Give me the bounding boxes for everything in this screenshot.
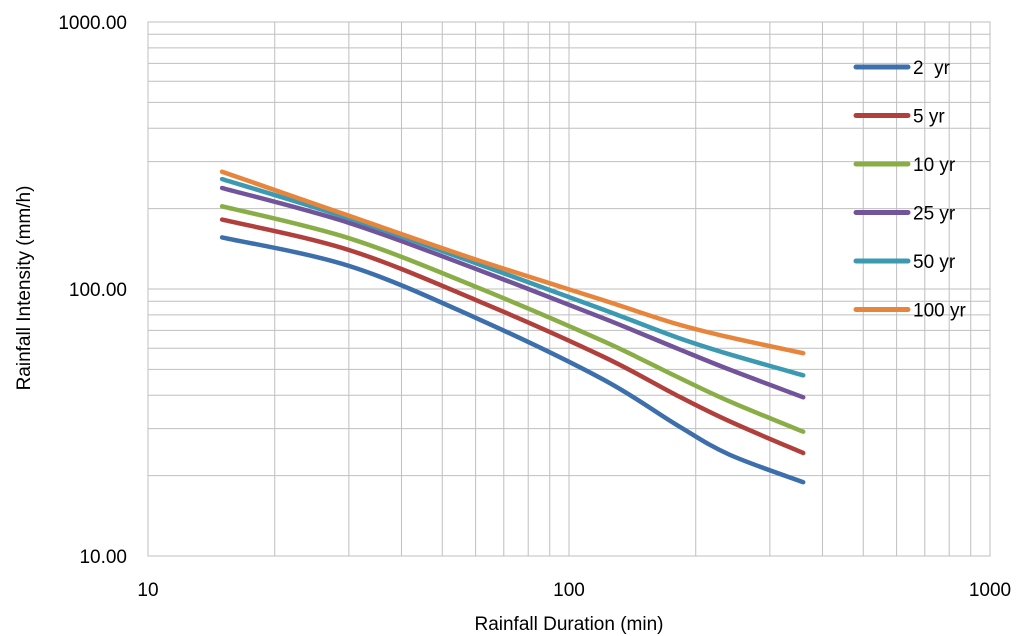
- legend-label: 100 yr: [913, 301, 966, 322]
- y-axis-title: Rainfall Intensity (mm/h): [14, 186, 35, 391]
- plot-border: [147, 21, 991, 557]
- series-line-1: [219, 217, 806, 456]
- series-line-4: [219, 176, 806, 378]
- axis-ticks: 1000.00 100.00 10.00 10 100 1000: [58, 13, 1011, 601]
- series-line-5: [219, 169, 806, 356]
- y-tick-label-10: 10.00: [79, 547, 127, 568]
- legend-label: 50 yr: [913, 252, 956, 273]
- x-tick-label-1000: 1000: [969, 580, 1011, 601]
- series-line-2: [219, 204, 806, 434]
- legend: 2 yr 5 yr 10 yr 25 yr 50 yr 100 yr: [853, 58, 966, 322]
- y-tick-label-100: 100.00: [69, 280, 127, 301]
- series-line-0: [219, 235, 806, 485]
- grid: [147, 21, 991, 557]
- legend-label: 25 yr: [913, 204, 956, 225]
- x-axis-title: Rainfall Duration (min): [474, 614, 663, 635]
- x-tick-label-10: 10: [137, 580, 158, 601]
- legend-label: 10 yr: [913, 155, 956, 176]
- x-tick-label-100: 100: [553, 580, 585, 601]
- series-group: [219, 169, 806, 485]
- legend-label: 5 yr: [913, 107, 945, 128]
- legend-label: 2 yr: [913, 58, 951, 79]
- series-line-3: [219, 185, 806, 400]
- y-tick-label-1000: 1000.00: [58, 13, 127, 34]
